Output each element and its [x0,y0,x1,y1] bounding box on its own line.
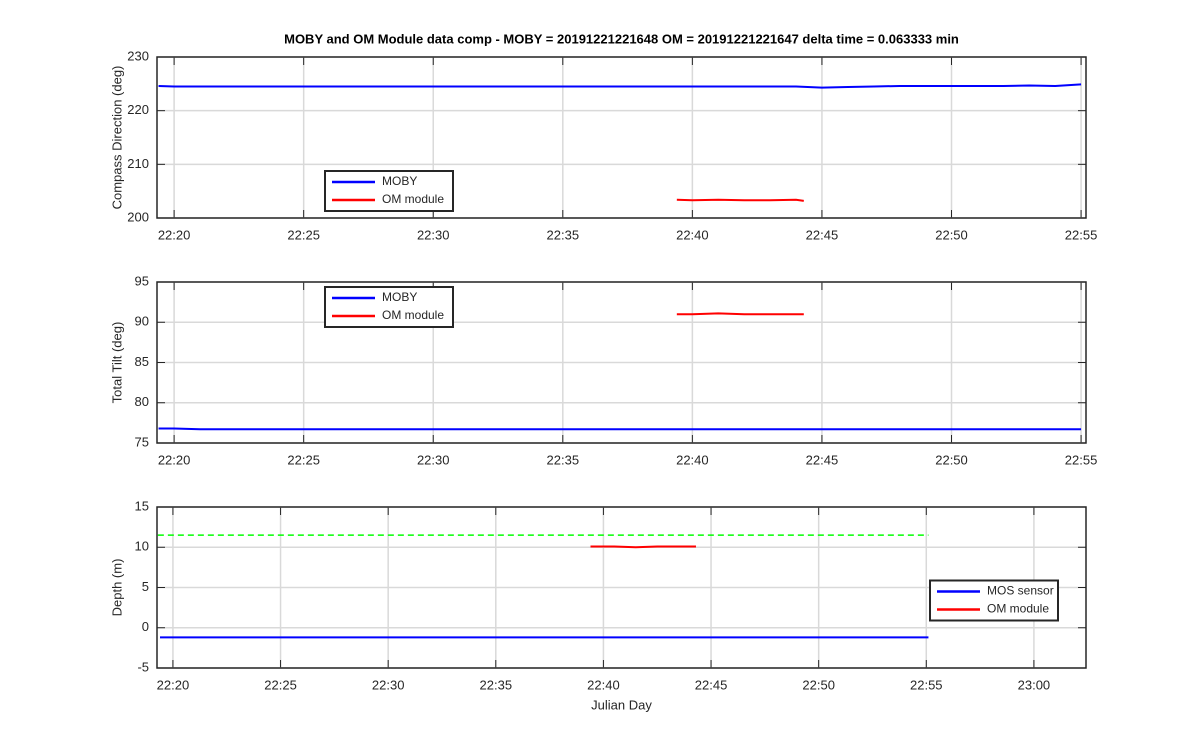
legend: MOBY OM module [324,170,454,212]
axes-box [156,281,1087,444]
x-tick-label: 22:25 [264,677,297,692]
x-tick-label: 22:30 [417,452,450,467]
x-tick-label: 22:20 [158,452,191,467]
axes-box [156,56,1087,219]
data-line [676,198,804,202]
y-axis-label: Depth (m) [109,559,124,617]
x-axis-label: Julian Day [591,697,652,712]
x-tick-label: 22:55 [910,677,943,692]
y-tick-label: 15 [135,498,149,513]
y-tick-label: 75 [135,434,149,449]
legend: MOBY OM module [324,286,454,328]
legend-box [324,286,454,328]
x-tick-label: 22:30 [372,677,405,692]
y-tick-label: 85 [135,354,149,369]
x-tick-label: 22:50 [935,452,968,467]
legend-label: MOS sensor [987,584,1054,598]
x-tick-label: 23:00 [1018,677,1051,692]
x-tick-label: 22:35 [547,452,580,467]
legend-box [324,170,454,212]
legend-label: OM module [987,602,1049,616]
y-tick-label: 80 [135,394,149,409]
chart-title: MOBY and OM Module data comp - MOBY = 20… [284,31,959,46]
x-tick-label: 22:50 [935,227,968,242]
y-tick-label: 0 [142,619,149,634]
y-axis-label: Compass Direction (deg) [109,66,124,210]
data-line [676,312,804,316]
x-tick-label: 22:30 [417,227,450,242]
x-tick-label: 22:25 [287,227,320,242]
x-tick-label: 22:20 [158,227,191,242]
x-tick-label: 22:55 [1065,452,1098,467]
axes-box [156,506,1087,669]
y-tick-label: 90 [135,314,149,329]
x-tick-label: 22:45 [806,227,839,242]
legend-label: OM module [382,308,444,322]
y-tick-label: 200 [127,209,149,224]
x-tick-label: 22:40 [676,452,709,467]
y-tick-label: 10 [135,539,149,554]
y-tick-label: 230 [127,48,149,63]
data-line [590,545,696,549]
x-tick-label: 22:55 [1065,227,1098,242]
x-tick-label: 22:25 [287,452,320,467]
x-tick-label: 22:35 [480,677,513,692]
x-tick-label: 22:40 [587,677,620,692]
plot-area [157,57,1086,218]
legend-label: OM module [382,192,444,206]
y-tick-label: 210 [127,156,149,171]
y-tick-label: 95 [135,273,149,288]
legend-label: MOBY [382,290,417,304]
x-tick-label: 22:40 [676,227,709,242]
y-axis-label: Total Tilt (deg) [109,322,124,404]
y-tick-label: -5 [137,659,149,674]
y-tick-label: 220 [127,102,149,117]
legend-box [929,579,1059,622]
y-tick-label: 5 [142,579,149,594]
x-tick-label: 22:45 [806,452,839,467]
x-tick-label: 22:45 [695,677,728,692]
legend-label: MOBY [382,174,417,188]
legend: MOS sensor OM module [929,579,1059,622]
data-line [158,427,1082,431]
data-line [158,83,1082,89]
x-tick-label: 22:20 [157,677,190,692]
x-tick-label: 22:50 [802,677,835,692]
x-tick-label: 22:35 [547,227,580,242]
